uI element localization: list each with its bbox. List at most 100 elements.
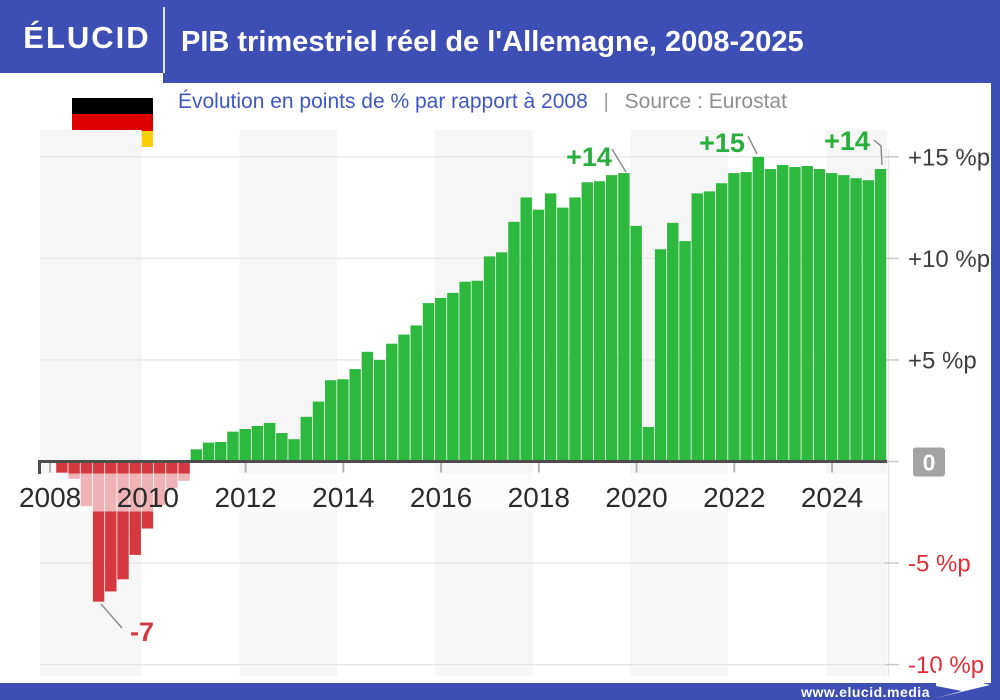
- bar-2022-T1: [728, 173, 740, 462]
- bar-2022-T3: [752, 156, 765, 462]
- footer-bar: [0, 683, 1000, 700]
- bar-2015-T1: [386, 343, 398, 462]
- bar-2011-T3: [215, 442, 227, 462]
- bar-2013-T1: [288, 439, 300, 462]
- bar-2010-T4: [178, 461, 190, 481]
- annotation-+14: +14: [824, 126, 870, 156]
- bar-2008-T2: [56, 461, 68, 473]
- bar-2021-T4: [715, 183, 728, 462]
- bar-2019-T2: [593, 181, 606, 462]
- y-label-10: +10 %p: [908, 246, 990, 273]
- bar-2024-T2: [838, 175, 850, 462]
- bar-2011-T2: [202, 442, 215, 462]
- x-label-2012: 2012: [214, 482, 276, 513]
- bar-2023-T4: [813, 169, 826, 462]
- elucid-pennant-icon: [936, 670, 990, 698]
- bar-2020-T2: [642, 426, 655, 462]
- bar-2020-T4: [667, 222, 679, 462]
- zero-badge: [913, 447, 945, 477]
- bar-2014-T1: [337, 379, 349, 462]
- footer-url: www.elucid.media: [801, 684, 930, 700]
- bar-2016-T1: [434, 298, 447, 462]
- x-label-2022: 2022: [703, 482, 765, 513]
- flag-stripe-black: [72, 98, 153, 115]
- bar-2011-T4: [227, 431, 239, 462]
- y-label-0: 0: [923, 450, 936, 476]
- bar-2016-T4: [471, 280, 484, 462]
- right-edge-stripe: [991, 0, 1000, 700]
- bar-2008-T3: [68, 461, 80, 479]
- header-bar: ÉLUCID PIB trimestriel réel de l'Allemag…: [0, 0, 1000, 83]
- bar-2020-T3: [654, 249, 667, 462]
- page-title: PIB trimestriel réel de l'Allemagne, 200…: [181, 26, 804, 58]
- bar-2023-T3: [801, 165, 813, 462]
- x-label-2024: 2024: [801, 482, 863, 513]
- bar-2017-T1: [483, 256, 496, 462]
- bar-2018-T3: [557, 207, 569, 462]
- subtitle-text: Évolution en points de % par rapport à 2…: [178, 90, 588, 113]
- bar-2021-T1: [679, 241, 691, 462]
- bar-2015-T4: [422, 303, 435, 462]
- y-label--5: -5 %p: [908, 551, 971, 578]
- bar-2016-T2: [447, 292, 459, 462]
- bar-2019-T1: [581, 182, 593, 462]
- source-label: Source : Eurostat: [624, 90, 787, 113]
- bar-2012-T3: [263, 422, 276, 462]
- x-label-2016: 2016: [410, 482, 472, 513]
- bar-2012-T1: [239, 429, 251, 462]
- callout-line: [100, 603, 123, 629]
- bar-2012-T2: [251, 425, 264, 462]
- callout-line: [611, 148, 627, 173]
- bar-2014-T2: [349, 369, 361, 462]
- bar-2018-T2: [544, 193, 557, 462]
- x-label-2010: 2010: [117, 482, 179, 513]
- bar-2021-T2: [691, 193, 703, 462]
- chart-subtitle: Évolution en points de % par rapport à 2…: [178, 90, 787, 114]
- bar-2017-T2: [496, 252, 508, 462]
- bar-2014-T3: [361, 351, 374, 462]
- bar-2018-T1: [532, 209, 545, 462]
- bar-2018-T4: [569, 197, 581, 462]
- header-divider: [163, 7, 165, 73]
- elucid-logo: ÉLUCID: [23, 20, 151, 55]
- flag-stripe-red: [72, 114, 153, 131]
- annotation-+15: +15: [699, 128, 745, 158]
- callout-line: [873, 139, 883, 166]
- label-band: [40, 473, 887, 512]
- annotation-+14: +14: [566, 142, 612, 172]
- bar-2011-T1: [190, 449, 203, 462]
- bar-2009-T2: [105, 461, 117, 592]
- callout-line: [747, 135, 758, 155]
- bar-2015-T3: [410, 325, 422, 462]
- bar-2009-T1: [92, 461, 105, 602]
- x-label-2018: 2018: [508, 482, 570, 513]
- bar-2024-T3: [850, 178, 862, 462]
- bar-2013-T4: [325, 380, 337, 462]
- bar-2013-T2: [300, 416, 312, 462]
- bar-2020-T1: [630, 225, 642, 462]
- bar-2019-T4: [618, 173, 630, 462]
- bar-2016-T3: [459, 281, 471, 462]
- bar-2023-T2: [789, 167, 801, 462]
- bar-2024-T1: [825, 173, 838, 462]
- bar-2023-T1: [777, 164, 789, 462]
- bar-2025-T1: [874, 169, 887, 462]
- header-step: [0, 73, 163, 83]
- subtitle-separator: |: [603, 91, 609, 113]
- y-label-5: +5 %p: [908, 347, 977, 374]
- bar-2022-T2: [740, 172, 752, 462]
- x-label-2020: 2020: [605, 482, 667, 513]
- x-label-2008: 2008: [19, 482, 81, 513]
- bar-2022-T4: [764, 169, 777, 462]
- bar-2019-T3: [606, 175, 618, 462]
- bar-2021-T3: [703, 191, 716, 462]
- bar-2013-T3: [312, 401, 325, 462]
- annotation--7: -7: [130, 617, 154, 647]
- bar-2024-T4: [862, 180, 874, 462]
- bar-2012-T4: [276, 433, 288, 462]
- bar-2009-T3: [117, 461, 129, 580]
- background-band: [40, 130, 142, 676]
- bar-2015-T2: [398, 334, 410, 462]
- bar-2017-T3: [508, 221, 520, 462]
- bar-2017-T4: [520, 197, 532, 462]
